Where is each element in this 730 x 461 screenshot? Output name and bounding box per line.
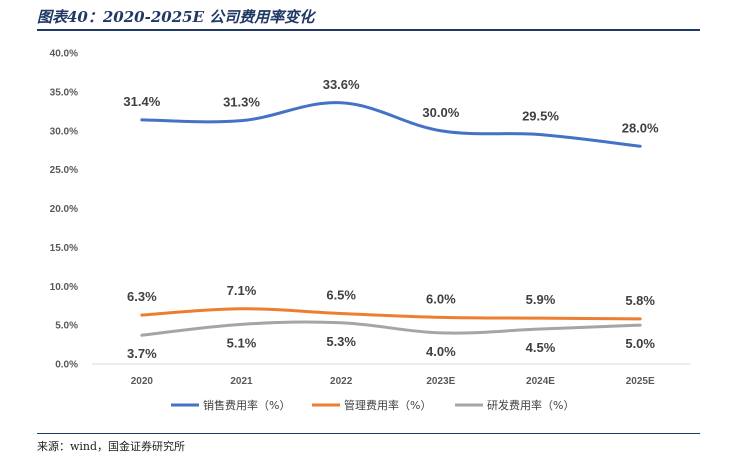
data-label: 4.0%	[426, 344, 456, 359]
series-line-1	[140, 101, 642, 148]
data-label: 31.3%	[223, 95, 260, 110]
x-axis-ticks: 2020 2021 2022 2023E 2024E 2025E	[131, 376, 655, 387]
data-label: 7.1%	[227, 283, 257, 298]
x-tick-label: 2020	[131, 376, 154, 387]
x-tick-label: 2024E	[526, 376, 555, 387]
data-label: 30.0%	[422, 105, 459, 120]
x-tick-label: 2025E	[626, 376, 655, 387]
data-label: 6.3%	[127, 289, 157, 304]
y-axis-ticks: 0.0% 5.0% 10.0% 15.0% 20.0% 25.0% 30.0% 35.0% 40…	[50, 49, 78, 371]
legend-label: 管理费用率（%）	[344, 398, 431, 412]
series-line-2	[140, 307, 642, 321]
title-rule	[37, 29, 700, 31]
data-label: 5.9%	[526, 292, 556, 307]
series-lines	[140, 101, 642, 337]
data-label: 5.0%	[625, 336, 655, 351]
data-label: 5.8%	[625, 293, 655, 308]
source-note: 来源：wind，国金证券研究所	[37, 440, 186, 453]
data-label: 5.3%	[326, 334, 356, 349]
chart-title: 图表40：2020-2025E 公司费用率变化	[37, 8, 315, 26]
data-label: 28.0%	[622, 120, 659, 135]
data-label: 33.6%	[323, 77, 360, 92]
legend: 销售费用率（%） 管理费用率（%） 研发费用率（%）	[171, 398, 574, 412]
data-label: 5.1%	[227, 335, 257, 350]
y-tick-label: 35.0%	[50, 87, 78, 98]
data-label: 6.5%	[326, 287, 356, 302]
data-label: 31.4%	[123, 94, 160, 109]
y-tick-label: 30.0%	[50, 126, 78, 137]
x-tick-label: 2023E	[426, 376, 455, 387]
y-tick-label: 10.0%	[50, 282, 78, 293]
legend-label: 销售费用率（%）	[203, 398, 290, 412]
data-label: 6.0%	[426, 291, 456, 306]
legend-label: 研发费用率（%）	[487, 398, 574, 412]
y-tick-label: 15.0%	[50, 243, 78, 254]
x-tick-label: 2021	[230, 376, 253, 387]
data-label: 4.5%	[526, 340, 556, 355]
y-tick-label: 20.0%	[50, 204, 78, 215]
y-tick-label: 40.0%	[50, 49, 78, 60]
data-label: 3.7%	[127, 346, 157, 361]
series-line-3	[140, 320, 642, 337]
y-tick-label: 25.0%	[50, 165, 78, 176]
data-labels: 31.4% 31.3% 33.6% 30.0% 29.5% 28.0% 6.3% 7.1% 6.…	[123, 77, 659, 361]
footer-rule	[37, 433, 700, 434]
y-tick-label: 5.0%	[55, 321, 78, 332]
data-label: 29.5%	[522, 109, 559, 124]
y-tick-label: 0.0%	[55, 360, 78, 371]
x-tick-label: 2022	[330, 376, 353, 387]
